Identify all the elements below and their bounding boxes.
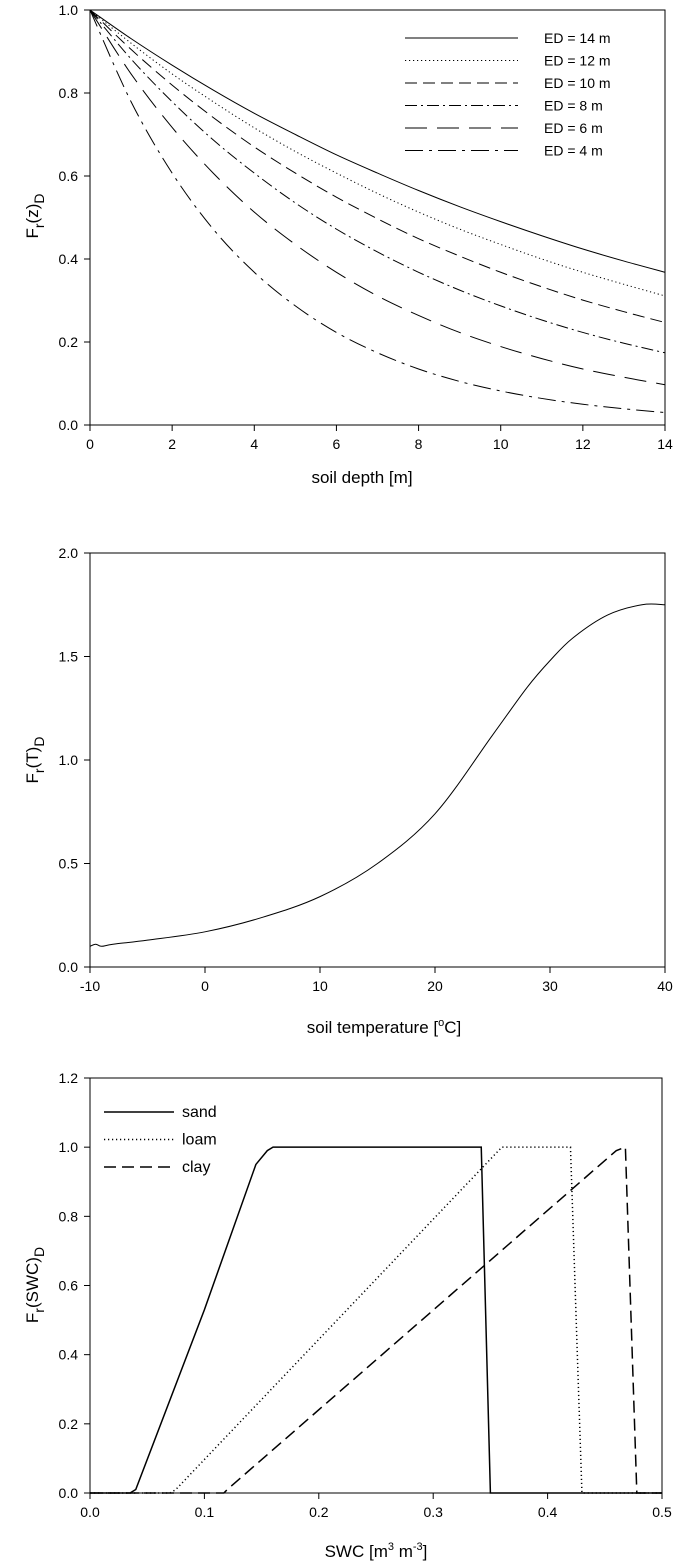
x-axis-label: SWC [m3 m-3] [325,1541,428,1561]
legend-label: loam [182,1132,217,1149]
y-tick-label: 0.4 [59,1347,79,1363]
y-tick-label: 0.8 [59,1208,79,1224]
depth-panel: 0 2 4 6 8 10 12 14 0.0 0.2 0.4 0.6 0.8 1.0 ED = 14 m… [23,2,673,487]
y-tick-label: 0.8 [59,85,79,101]
y-tick-label: 0.6 [59,168,79,184]
series-line-clay [90,1146,662,1494]
series-line-ed-6-m [89,9,666,386]
y-tick-label: 1.2 [59,1070,79,1086]
y-tick-label: 0.2 [59,1416,79,1432]
y-tick-label: 1.0 [59,2,79,18]
x-tick-label: 0 [86,436,94,452]
legend-label: ED = 4 m [544,143,603,159]
y-axis-label: Fr(T)D [23,737,47,784]
y-tick-label: 1.5 [59,649,79,665]
legend: sand loam clay [104,1104,217,1176]
x-tick-label: 10 [312,978,328,994]
x-tick-label: 0 [201,978,209,994]
x-tick-label: 0.4 [538,1504,558,1520]
temperature-panel: -10 0 10 20 30 40 0.0 0.5 1.0 1.5 2.0 soil temper… [23,545,673,1037]
legend-label: ED = 14 m [544,30,611,46]
x-tick-label: 10 [493,436,509,452]
y-tick-label: 0.0 [59,417,79,433]
y-tick-label: 1.0 [59,752,79,768]
legend-label: clay [182,1159,210,1176]
x-tick-label: 0.2 [309,1504,329,1520]
x-tick-label: 2 [168,436,176,452]
legend-label: ED = 12 m [544,53,611,69]
series-line-sand [90,1146,662,1494]
y-tick-label: 0.2 [59,334,79,350]
x-tick-label: -10 [80,978,100,994]
series-line-ed-8-m [89,9,666,354]
y-axis-label: Fr(SWC)D [23,1247,47,1323]
legend-label: sand [182,1104,217,1121]
series-lines [89,9,666,414]
plot-frame [89,1077,663,1494]
x-tick-label: 0.5 [652,1504,672,1520]
x-tick-label: 30 [542,978,558,994]
x-axis-label: soil depth [m] [311,468,412,487]
x-ticks: -10 0 10 20 30 40 [80,967,673,994]
x-ticks: 0.0 0.1 0.2 0.3 0.4 0.5 [80,1493,672,1520]
swc-panel: 0.0 0.1 0.2 0.3 0.4 0.5 0.0 0.2 0.4 0.6 0.8 1.0 1.2… [23,1070,672,1561]
y-tick-label: 0.4 [59,251,79,267]
x-tick-label: 0.0 [80,1504,100,1520]
legend: ED = 14 m ED = 12 m ED = 10 m ED = 8 m ED = … [405,30,611,159]
y-tick-label: 0.6 [59,1278,79,1294]
y-ticks: 0.0 0.5 1.0 1.5 2.0 [59,545,90,975]
series-lines [89,603,666,947]
x-tick-label: 12 [575,436,591,452]
x-tick-label: 8 [415,436,423,452]
x-tick-label: 0.3 [423,1504,443,1520]
series-line-ed-10-m [89,9,666,323]
x-tick-label: 6 [333,436,341,452]
x-tick-label: 0.1 [195,1504,215,1520]
legend-label: ED = 8 m [544,98,603,114]
y-tick-label: 0.5 [59,856,79,872]
legend-label: ED = 6 m [544,120,603,136]
x-tick-label: 40 [657,978,673,994]
x-ticks: 0 2 4 6 8 10 12 14 [86,425,673,452]
x-tick-label: 14 [657,436,673,452]
y-tick-label: 1.0 [59,1139,79,1155]
y-ticks: 0.0 0.2 0.4 0.6 0.8 1.0 [59,2,90,433]
y-tick-label: 0.0 [59,959,79,975]
series-line-ed-14-m [89,9,666,273]
x-tick-label: 20 [427,978,443,994]
plot-frame [89,9,666,426]
y-ticks: 0.0 0.2 0.4 0.6 0.8 1.0 1.2 [59,1070,90,1501]
x-axis-label: soil temperature [oC] [307,1017,461,1037]
y-tick-label: 2.0 [59,545,79,561]
x-tick-label: 4 [250,436,258,452]
series-line-ed-4-m [89,9,666,414]
series-line-loam [90,1146,662,1494]
plot-frame [89,552,666,968]
y-axis-label: Fr(z)D [23,193,47,238]
legend-label: ED = 10 m [544,75,611,91]
series-lines [90,1146,662,1494]
y-tick-label: 0.0 [59,1485,79,1501]
series-line-0 [89,603,666,947]
